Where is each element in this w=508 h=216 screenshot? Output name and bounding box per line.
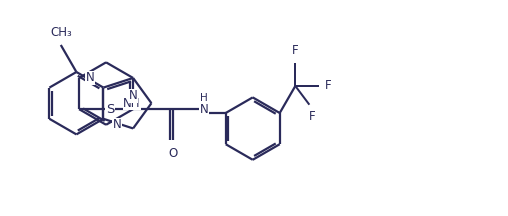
Text: CH₃: CH₃ — [50, 26, 72, 39]
Text: F: F — [325, 79, 331, 92]
Text: S: S — [106, 103, 114, 116]
Text: N: N — [200, 103, 208, 116]
Text: O: O — [168, 147, 177, 160]
Text: F: F — [292, 44, 299, 57]
Text: F: F — [308, 110, 315, 124]
Text: N: N — [113, 118, 121, 131]
Text: N: N — [129, 89, 138, 102]
Text: NH: NH — [123, 97, 141, 110]
Text: N: N — [86, 71, 94, 84]
Text: H: H — [200, 93, 208, 103]
